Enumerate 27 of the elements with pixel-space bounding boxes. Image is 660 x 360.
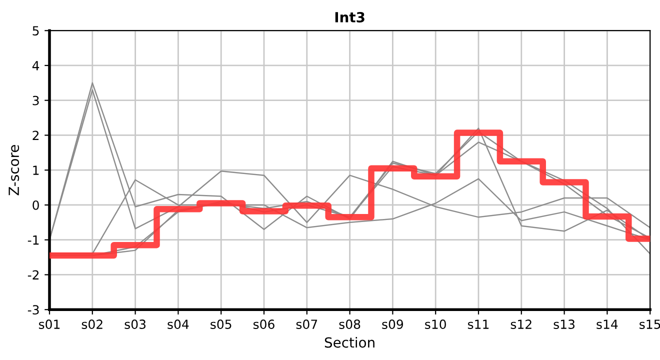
y-tick-label: 3: [32, 96, 39, 106]
y-tick-label: -1: [28, 235, 39, 245]
y-tick-label: 2: [32, 130, 39, 140]
x-tick-label: s09: [382, 320, 404, 329]
x-axis-title: Section: [324, 336, 374, 348]
y-tick-label: 1: [33, 166, 39, 175]
x-tick-label: s13: [554, 320, 575, 329]
x-tick-label: s12: [510, 320, 532, 329]
x-tick-label: s06: [253, 320, 274, 329]
x-tick-label: s03: [124, 320, 146, 329]
y-tick-label: 5: [32, 26, 39, 36]
y-tick-label: 4: [32, 61, 40, 70]
y-tick-label: -3: [28, 305, 39, 315]
chart-title: Int3: [335, 12, 364, 22]
x-tick-label: s07: [296, 320, 318, 329]
y-tick-label: -2: [28, 270, 39, 280]
x-tick-label: s04: [168, 320, 189, 329]
x-tick-label: s01: [38, 320, 60, 329]
x-tick-label: s05: [210, 320, 232, 329]
x-tick-label: s02: [82, 320, 102, 329]
x-tick-label: s14: [596, 320, 618, 329]
x-tick-label: s15: [640, 320, 660, 329]
x-tick-label: s08: [339, 320, 360, 329]
y-axis-title: Z-score: [8, 145, 20, 196]
x-tick-label: s11: [468, 320, 489, 329]
y-tick-label: 0: [32, 200, 39, 210]
x-tick-label: s10: [425, 320, 446, 329]
